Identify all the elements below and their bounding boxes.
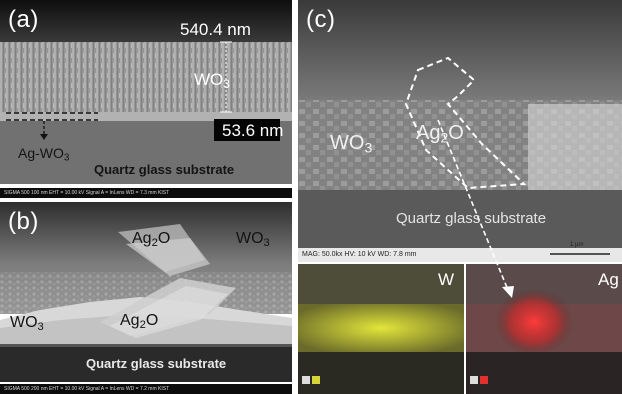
map-w-label: W [438, 270, 455, 289]
sem-info-bar-a: SIGMA 500 100 nm EHT = 10.00 kV Signal A… [0, 188, 292, 198]
panel-c-label: (c) [306, 6, 336, 33]
wo3-left-label-b: WO3 [10, 314, 44, 333]
substrate-label-c: Quartz glass substrate [396, 210, 547, 227]
map-ag-label: Ag [598, 270, 619, 289]
wo3-label-a: WO3 [194, 70, 230, 91]
panel-a-image [0, 0, 292, 184]
sem-info-bar-b: SIGMA 500 200 nm EHT = 10.00 kV Signal A… [0, 384, 292, 394]
panel-c-image [298, 0, 622, 394]
panel-b: (b) Ag2O WO3 WO3 Ag2O Quartz glass subst… [0, 202, 292, 394]
panel-a: (a) 540.4 nm WO3 53.6 nm Ag-WO3 Quartz g… [0, 0, 292, 198]
ag2o-top-label-b: Ag2O [132, 230, 171, 249]
info-bar-c: MAG: 50.0kx HV: 10 kV WD: 7.8 mm [302, 251, 417, 258]
wo3-label-c: WO3 [330, 132, 373, 156]
thickness-bottom-label: 53.6 nm [222, 121, 284, 140]
panel-b-label: (b) [8, 208, 39, 235]
substrate-label-a: Quartz glass substrate [94, 162, 235, 177]
panel-b-image [0, 202, 292, 382]
ag2o-mid-label-b: Ag2O [120, 312, 159, 331]
panel-a-label: (a) [8, 6, 39, 33]
thickness-top-label: 540.4 nm [180, 20, 251, 39]
substrate-label-b: Quartz glass substrate [86, 356, 227, 371]
panel-c: (c) WO3 Ag2O Quartz glass substrate MAG:… [298, 0, 622, 394]
wo3-right-label-b: WO3 [236, 230, 270, 249]
ag-wo3-label: Ag-WO3 [18, 145, 70, 164]
ag2o-label-c: Ag2O [416, 122, 464, 146]
scale-bar-label-c: 1 μm [570, 242, 584, 248]
